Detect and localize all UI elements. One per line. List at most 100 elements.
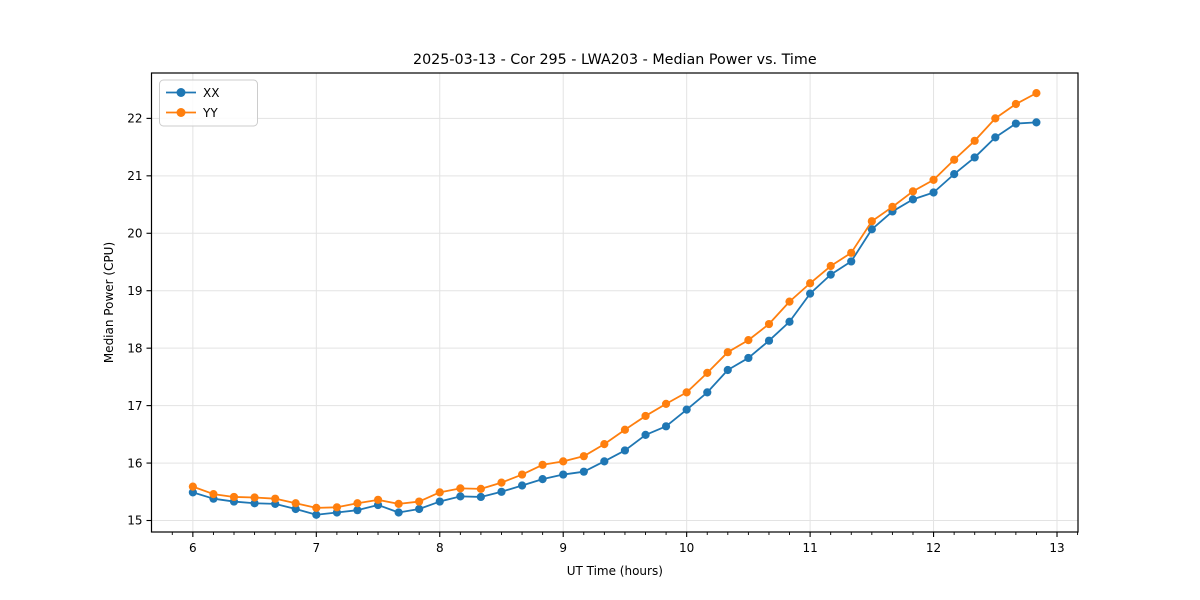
data-point-marker [497,478,506,487]
y-tick-label: 15 [127,514,142,528]
chart-title: 2025-03-13 - Cor 295 - LWA203 - Median P… [413,52,817,68]
data-point-marker [518,470,527,479]
grid [151,73,1078,532]
x-tick-label: 12 [926,541,941,555]
legend-entry-xx: XX [166,86,219,100]
y-tick-label: 16 [127,456,142,470]
data-point-marker [970,136,979,145]
data-point-marker [950,170,959,179]
series-yy [188,89,1041,512]
data-point-marker [723,348,732,357]
data-point-marker [744,336,753,345]
data-point-marker [867,225,876,234]
data-point-marker [682,405,691,414]
data-point-marker [744,353,753,363]
data-point-marker [415,497,424,506]
data-point-marker [826,270,835,279]
data-point-marker [394,499,403,508]
data-point-marker [703,368,712,377]
y-tick-label: 20 [127,226,142,240]
axis-ticks: 6 7 8 9 10 11 12 13 15 16 17 18 19 20 21 22 [127,112,1079,555]
legend-entry-yy: YY [166,106,218,120]
data-point-marker [497,487,506,496]
data-point-marker [188,488,197,497]
data-point-marker [970,153,979,162]
data-point-marker [620,446,630,455]
data-point-marker [312,510,321,519]
data-point-marker [929,175,938,184]
data-point-marker [250,493,259,502]
data-point-marker [785,317,794,326]
series-line-xx [192,121,1037,516]
data-point-marker [538,475,547,484]
data-point-marker [373,495,383,504]
y-tick-label: 22 [127,112,142,126]
data-point-marker [353,499,362,508]
data-point-marker [291,504,300,514]
data-point-marker [764,336,774,345]
data-point-marker [312,503,321,512]
x-tick-label: 10 [679,541,694,555]
x-axis-label: UT Time (hours) [567,564,663,578]
data-point-marker [847,248,856,257]
series-line-yy [192,92,1037,509]
data-point-marker [785,297,794,306]
data-point-marker [476,484,485,494]
x-tick-label: 11 [802,541,817,555]
legend: XX YY [159,79,258,127]
data-point-marker [250,499,259,508]
data-series [188,89,1041,519]
data-point-marker [353,506,362,515]
data-point-marker [476,492,485,502]
data-point-marker [435,488,444,497]
plot-area-frame [150,72,1079,533]
data-point-marker [867,217,876,226]
data-point-marker [806,289,815,298]
data-point-marker [415,504,424,514]
x-tick-label: 6 [189,541,197,555]
data-point-marker [559,457,568,466]
data-point-marker [641,411,650,421]
data-point-marker [641,430,650,440]
data-point-marker [1032,118,1041,127]
y-tick-label: 19 [127,284,142,298]
data-point-marker [991,133,1000,142]
data-point-marker [682,388,691,397]
data-point-marker [209,489,218,499]
data-point-marker [435,497,444,506]
legend-marker-icon-yy [176,108,186,117]
y-tick-label: 21 [127,169,142,183]
data-point-marker [950,155,959,164]
data-point-marker [559,470,568,479]
x-tick-label: 8 [436,541,444,555]
data-point-marker [847,257,856,266]
x-tick-label: 9 [559,541,567,555]
data-point-marker [600,440,609,449]
data-point-marker [826,261,835,271]
y-axis-label: Median Power (CPU) [102,242,116,363]
data-point-marker [456,484,465,493]
data-point-marker [1011,99,1021,109]
y-tick-label: 17 [127,399,142,413]
data-point-marker [888,202,897,211]
data-point-marker [703,388,712,397]
data-point-marker [600,457,609,466]
data-point-marker [229,492,239,502]
data-point-marker [579,467,588,476]
data-point-marker [518,481,527,490]
data-point-marker [1011,119,1021,128]
legend-label-yy: YY [202,106,218,120]
legend-label-xx: XX [203,86,219,100]
data-point-marker [538,460,547,469]
data-point-marker [723,365,732,375]
data-point-marker [661,422,671,431]
data-point-marker [291,499,300,508]
data-point-marker [929,188,938,197]
data-point-marker [456,492,465,501]
x-tick-label: 7 [312,541,320,555]
data-point-marker [332,503,342,512]
data-point-marker [991,114,1000,123]
data-point-marker [620,425,630,434]
